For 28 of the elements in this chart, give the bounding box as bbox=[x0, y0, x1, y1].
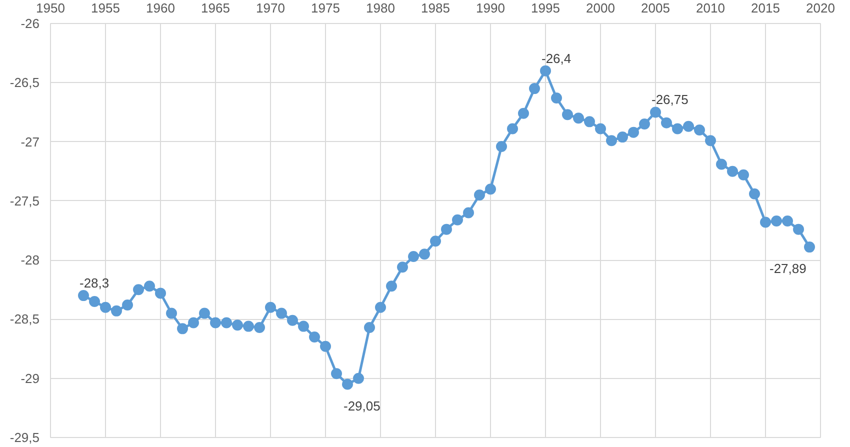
y-tick-label: -27 bbox=[20, 134, 40, 150]
x-tick-label: 1990 bbox=[476, 0, 505, 16]
y-tick-label: -28,5 bbox=[10, 312, 40, 327]
data-label: -28,3 bbox=[80, 276, 110, 291]
x-tick-label: 1970 bbox=[256, 0, 285, 16]
x-tick-label: 2005 bbox=[641, 0, 670, 16]
data-label: -29,05 bbox=[344, 398, 380, 414]
x-tick-label: 1975 bbox=[311, 0, 340, 16]
x-tick-label: 2015 bbox=[751, 0, 780, 16]
x-tick-label: 1965 bbox=[201, 0, 230, 16]
x-tick-label: 1995 bbox=[531, 0, 560, 16]
x-tick-label: 1985 bbox=[421, 0, 450, 16]
y-tick-label: -29,5 bbox=[10, 430, 40, 445]
data-label: -26,4 bbox=[542, 50, 572, 66]
x-tick-label: 2000 bbox=[586, 0, 615, 16]
x-tick-label: 2010 bbox=[696, 0, 725, 16]
y-tick-label: -27,5 bbox=[10, 193, 40, 208]
x-tick-label: 1955 bbox=[91, 0, 120, 16]
y-tick-label: -26 bbox=[20, 16, 40, 31]
x-tick-label: 1980 bbox=[366, 0, 395, 16]
y-tick-label: -26,5 bbox=[10, 75, 40, 90]
y-tick-label: -29 bbox=[20, 370, 40, 386]
x-tick-label: 1960 bbox=[146, 0, 175, 16]
x-tick-label: 2020 bbox=[806, 0, 835, 16]
data-label: -27,89 bbox=[770, 261, 806, 276]
x-tick-label: 1950 bbox=[36, 0, 65, 16]
y-tick-label: -28 bbox=[20, 252, 40, 268]
data-label: -26,75 bbox=[652, 92, 688, 108]
